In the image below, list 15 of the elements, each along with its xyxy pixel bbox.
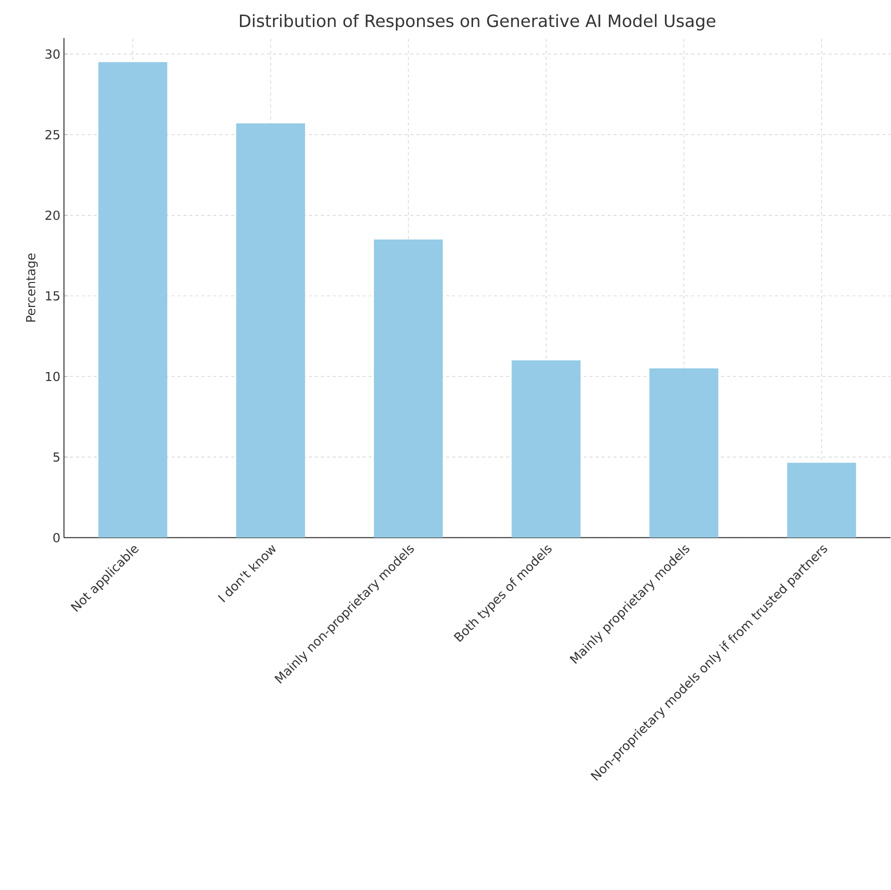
- y-tick-label: 25: [46, 130, 60, 140]
- bar: [649, 368, 718, 538]
- bar: [374, 239, 443, 538]
- bar: [512, 360, 581, 538]
- y-tick-label: 5: [53, 452, 60, 462]
- y-tick-label: 10: [46, 372, 60, 381]
- y-axis-title: Percentage: [26, 253, 38, 322]
- bar: [236, 123, 306, 538]
- y-tick-label: 0: [53, 532, 60, 542]
- chart-title: Distribution of Responses on Generative AI Model Usage: [240, 14, 716, 30]
- y-tick-label: 15: [46, 291, 60, 300]
- bar: [787, 462, 856, 538]
- y-tick-label: 30: [46, 49, 60, 59]
- bar: [98, 62, 168, 538]
- y-tick-label: 20: [46, 210, 60, 220]
